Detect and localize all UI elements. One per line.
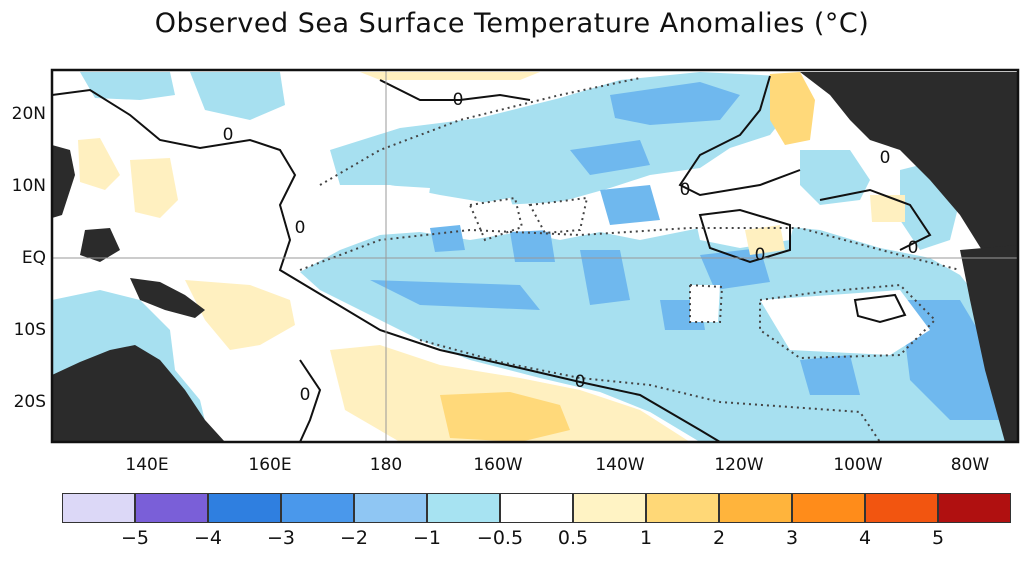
color-scale-box [427, 493, 500, 523]
cool-patch-4 [430, 225, 465, 252]
color-scale-label: 5 [931, 527, 945, 549]
lon-label-140w: 140W [595, 455, 645, 475]
color-scale-label: 3 [785, 527, 799, 549]
warm-patch-north [360, 72, 540, 80]
color-scale-label: 1 [639, 527, 653, 549]
land-north-america [800, 72, 1018, 265]
land-philippines [80, 228, 120, 262]
warm-patch-east-1 [745, 225, 785, 255]
dotted-contour-3 [759, 283, 937, 360]
cool-region-northwest [80, 72, 175, 100]
land-new-guinea [130, 278, 205, 318]
color-scale-label: 0.5 [557, 527, 589, 549]
zero-contour-east [678, 75, 801, 197]
neutral-patch-3 [380, 185, 430, 220]
zero-contour-south [299, 359, 322, 442]
color-scale-box [792, 493, 865, 523]
dotted-contour-5 [468, 196, 524, 242]
warm-region-nw-2 [78, 138, 120, 190]
lon-label-140e: 140E [125, 455, 169, 475]
zero-contour-loop [853, 293, 907, 324]
color-scale-label: −5 [120, 527, 149, 549]
zero-contour-north [379, 79, 531, 101]
dotted-contour-7 [419, 339, 881, 442]
lon-label-80w: 80W [950, 455, 990, 475]
color-scale-box [500, 493, 573, 523]
contour-label: 0 [574, 372, 586, 392]
contour-label: 0 [222, 125, 234, 145]
color-scale-box [719, 493, 792, 523]
cool-patch-3 [600, 185, 660, 225]
lon-label-120w: 120W [714, 455, 764, 475]
neutral-patch-4 [690, 285, 720, 322]
contour-label: 0 [754, 245, 766, 265]
zero-contour-east-3 [819, 188, 932, 251]
color-scale-box [865, 493, 938, 523]
zero-contour-main [52, 88, 721, 442]
color-scale-label: −2 [339, 527, 368, 549]
cool-region-east-north [800, 150, 870, 205]
dotted-contour-4 [689, 283, 724, 323]
color-scale-box [354, 493, 427, 523]
color-scale-label: −4 [193, 527, 222, 549]
cool-patch-5 [510, 230, 555, 262]
contour-label: 0 [299, 385, 311, 405]
cool-patch-7 [370, 280, 540, 310]
lat-label-20n: 20N [11, 104, 46, 124]
land-south-america [960, 245, 1018, 442]
cool-patch-6 [580, 250, 630, 305]
neutral-patch-1 [470, 198, 520, 238]
color-scale-label: 4 [858, 527, 872, 549]
dotted-contour-6 [528, 196, 589, 235]
map-title: Observed Sea Surface Temperature Anomali… [154, 8, 870, 39]
contour-label: 0 [452, 90, 464, 110]
warm-patch-east-2 [870, 195, 905, 222]
color-scale-box [208, 493, 281, 523]
color-scale-box [646, 493, 719, 523]
warm-region-png [185, 280, 295, 350]
contour-label: 0 [907, 238, 919, 258]
warm-region-nw-1 [130, 158, 178, 218]
lon-label-180: 180 [369, 455, 403, 475]
neutral-patch-5 [760, 290, 930, 355]
color-scale-label: −3 [266, 527, 295, 549]
neutral-patch-2 [530, 198, 585, 232]
contour-label: 0 [294, 218, 306, 238]
cool-patch-2 [570, 140, 650, 175]
cool-patch-1 [610, 82, 740, 125]
contour-label: 0 [679, 180, 691, 200]
color-scale-box [281, 493, 354, 523]
color-scale-label: 2 [712, 527, 726, 549]
color-scale-box [573, 493, 646, 523]
cool-region-northwest-2 [190, 72, 285, 120]
contour-label: 0 [879, 148, 891, 168]
color-scale-label: −1 [412, 527, 441, 549]
land-australia [52, 345, 225, 442]
cool-patch-11 [800, 355, 860, 395]
color-scale-box [135, 493, 208, 523]
map-frame [50, 68, 1020, 444]
land-asia-islands [52, 145, 75, 218]
lon-label-160w: 160W [473, 455, 523, 475]
warm-patch-south-central [440, 392, 570, 442]
color-scale-label: −0.5 [476, 527, 524, 549]
zero-contour-east-2 [698, 208, 791, 264]
warm-region-mexico [770, 72, 815, 145]
lon-label-100w: 100W [833, 455, 883, 475]
lat-label-10n: 10N [11, 176, 46, 196]
lon-label-160e: 160E [248, 455, 292, 475]
lat-label-eq: EQ [21, 248, 46, 268]
lat-label-10s: 10S [13, 320, 46, 340]
color-scale-box [62, 493, 135, 523]
lat-label-20s: 20S [13, 392, 46, 412]
color-scale-box [938, 493, 1011, 523]
